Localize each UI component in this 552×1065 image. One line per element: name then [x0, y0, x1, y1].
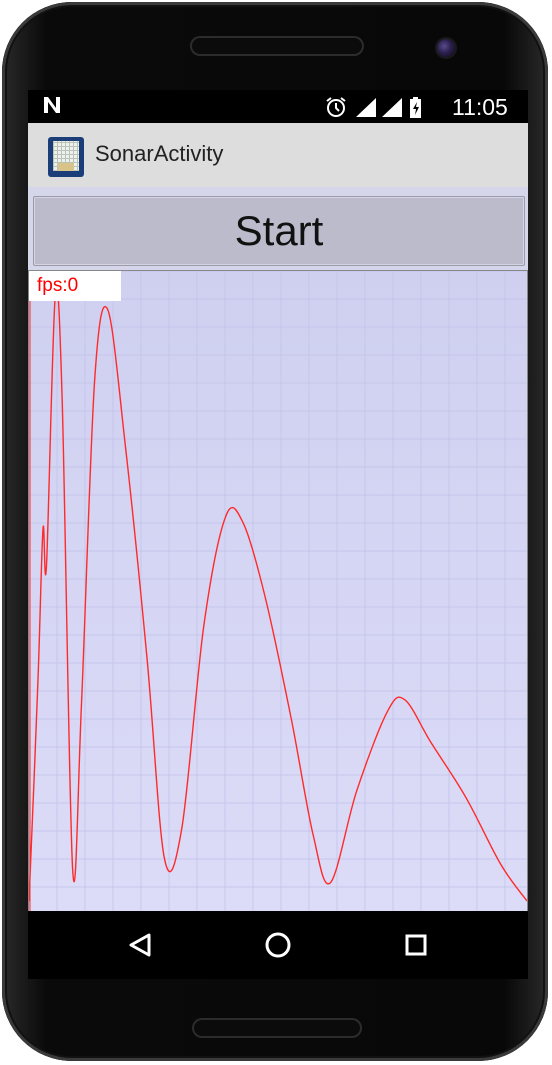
battery-charging-icon	[410, 97, 421, 118]
navigation-bar	[28, 911, 528, 979]
action-bar: SonarActivity	[28, 123, 528, 187]
sonar-waveform-line	[29, 287, 527, 902]
sonar-plot-svg	[29, 271, 527, 911]
device-screen: 11:05 SonarActivity Start fps:0	[28, 90, 528, 979]
app-title: SonarActivity	[95, 141, 224, 166]
back-triangle-icon[interactable]	[118, 923, 162, 967]
status-icons	[324, 96, 444, 118]
start-button[interactable]: Start	[33, 196, 525, 266]
fps-label: fps:0	[29, 271, 121, 301]
recents-square-icon[interactable]	[394, 923, 438, 967]
wifi-signal-icon	[382, 98, 402, 117]
front-camera	[437, 39, 455, 57]
sonar-plot: fps:0	[28, 270, 528, 911]
n-notification-icon	[42, 95, 62, 120]
bottom-speaker-grille	[192, 1018, 362, 1038]
app-launcher-icon	[48, 137, 84, 177]
status-bar: 11:05	[28, 90, 528, 123]
top-speaker-grille	[190, 36, 364, 56]
status-time: 11:05	[452, 94, 508, 120]
home-circle-icon[interactable]	[256, 923, 300, 967]
alarm-icon	[326, 97, 346, 117]
main-content: Start fps:0	[28, 187, 528, 911]
signal-icon	[356, 98, 376, 117]
